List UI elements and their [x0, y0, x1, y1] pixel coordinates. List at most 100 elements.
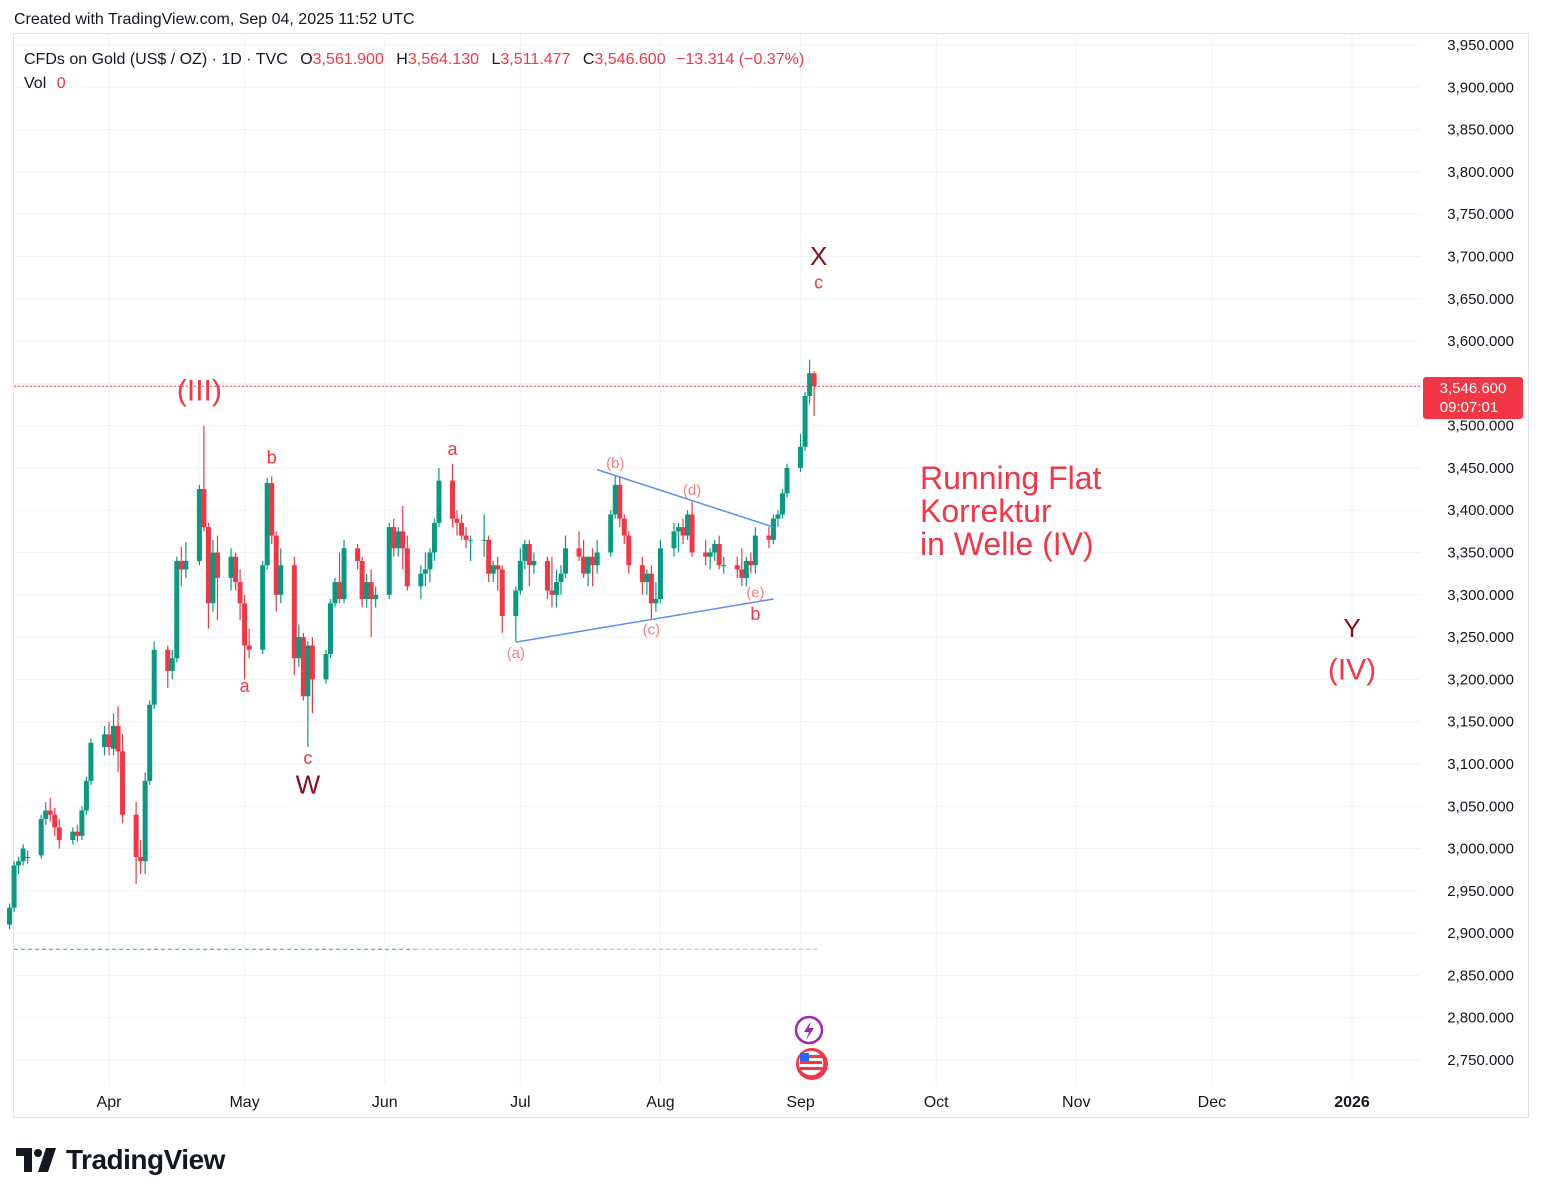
candle: [517, 548, 523, 595]
candle-body: [621, 518, 627, 536]
candle-body: [309, 645, 315, 680]
candle-body: [657, 548, 663, 600]
candle: [147, 700, 153, 786]
candle: [291, 556, 297, 676]
candle-body: [779, 493, 785, 515]
y-tick-label: 2,750.000: [1447, 1052, 1514, 1069]
wave-label-c1: c: [303, 748, 312, 768]
candle: [685, 510, 691, 540]
candle-body: [25, 857, 31, 858]
candle: [811, 371, 817, 416]
candle: [563, 535, 569, 578]
candle-body: [291, 565, 297, 659]
y-tick-label: 3,650.000: [1447, 291, 1514, 308]
legend-vol-label[interactable]: Vol: [24, 75, 47, 92]
legend-symbol[interactable]: CFDs on Gold (US$ / OZ) · 1D · TVC: [24, 51, 288, 68]
candle-body: [355, 548, 361, 561]
candle: [404, 535, 410, 591]
candle: [689, 501, 695, 557]
legend-high-key: H: [396, 51, 408, 68]
candle-body: [233, 556, 239, 583]
candle-body: [273, 535, 279, 595]
y-tick-label: 3,450.000: [1447, 460, 1514, 477]
candle: [431, 518, 437, 561]
candle: [56, 818, 62, 849]
y-tick-label: 3,000.000: [1447, 841, 1514, 858]
candle: [585, 556, 591, 587]
candle: [79, 806, 85, 841]
legend-close-key: C: [582, 51, 595, 68]
candle: [228, 548, 234, 591]
candle-body: [11, 865, 17, 908]
candle: [205, 522, 211, 629]
candle: [676, 522, 682, 553]
candle: [101, 725, 107, 756]
chart-legend[interactable]: CFDs on Gold (US$ / OZ) · 1D · TVC O3,56…: [24, 48, 804, 96]
tradingview-logo[interactable]: TradingView: [16, 1142, 225, 1178]
candle: [373, 586, 379, 608]
candle: [300, 632, 306, 701]
candle: [712, 539, 718, 561]
tradingview-logo-icon: [16, 1148, 56, 1172]
legend-low-key: L: [491, 51, 501, 68]
candle-body: [703, 552, 709, 557]
candle: [784, 463, 790, 498]
legend-vol-value: 0: [56, 75, 66, 92]
candle: [169, 649, 175, 680]
candle: [7, 903, 13, 929]
candle-body: [106, 734, 112, 748]
candle: [775, 510, 781, 528]
candle-body: [373, 594, 379, 600]
candle: [617, 476, 623, 528]
candle-body: [395, 531, 401, 549]
candle-body: [214, 552, 220, 578]
candle: [47, 797, 53, 822]
candle-body: [517, 560, 523, 591]
y-axis[interactable]: 2,750.000 2,800.000 2,850.000 2,900.000 2,95…: [1447, 37, 1514, 1069]
x-axis[interactable]: Apr May Jun Jul Aug Sep Oct Nov Dec 2026: [97, 1094, 1370, 1111]
candle-body: [585, 556, 591, 574]
us-flag-event-icon[interactable]: [796, 1048, 828, 1080]
y-tick-label: 3,700.000: [1447, 248, 1514, 265]
candle: [703, 539, 709, 566]
lightning-event-icon[interactable]: [794, 1015, 824, 1045]
candle-body: [43, 810, 49, 819]
candle-body: [359, 560, 365, 600]
y-tick-label: 3,150.000: [1447, 714, 1514, 731]
created-with-text: Created with TradingView.com, Sep 04, 20…: [14, 11, 415, 28]
candle-body: [752, 535, 758, 566]
y-tick-label: 3,500.000: [1447, 418, 1514, 435]
event-icons[interactable]: [794, 1015, 828, 1080]
candle-body: [450, 480, 456, 519]
wave-label-w: W: [296, 770, 321, 800]
candle-body: [680, 527, 686, 536]
candle: [576, 531, 582, 561]
candle: [671, 522, 677, 557]
candle-body: [56, 827, 62, 841]
y-tick-label: 3,300.000: [1447, 587, 1514, 604]
candle-body: [169, 658, 175, 671]
chart-pane[interactable]: [13, 33, 1529, 1118]
candle-body: [626, 535, 632, 566]
candle-body: [798, 446, 804, 468]
wave-label-wave-iv: (IV): [1328, 653, 1376, 686]
candle: [43, 802, 49, 825]
candle: [499, 565, 505, 633]
candle: [770, 514, 776, 545]
candle-body: [332, 582, 338, 604]
candle-body: [391, 527, 397, 549]
candle: [422, 552, 428, 587]
candle: [183, 542, 189, 578]
legend-change: −13.314 (−0.37%): [676, 51, 805, 68]
candle: [802, 391, 808, 451]
reference-lines: [14, 385, 1420, 950]
candle: [151, 641, 157, 709]
candle-body: [422, 569, 428, 574]
y-tick-label: 3,400.000: [1447, 502, 1514, 519]
candle: [120, 734, 126, 824]
candle: [359, 556, 365, 608]
candle: [436, 467, 442, 528]
candle-body: [151, 649, 157, 705]
